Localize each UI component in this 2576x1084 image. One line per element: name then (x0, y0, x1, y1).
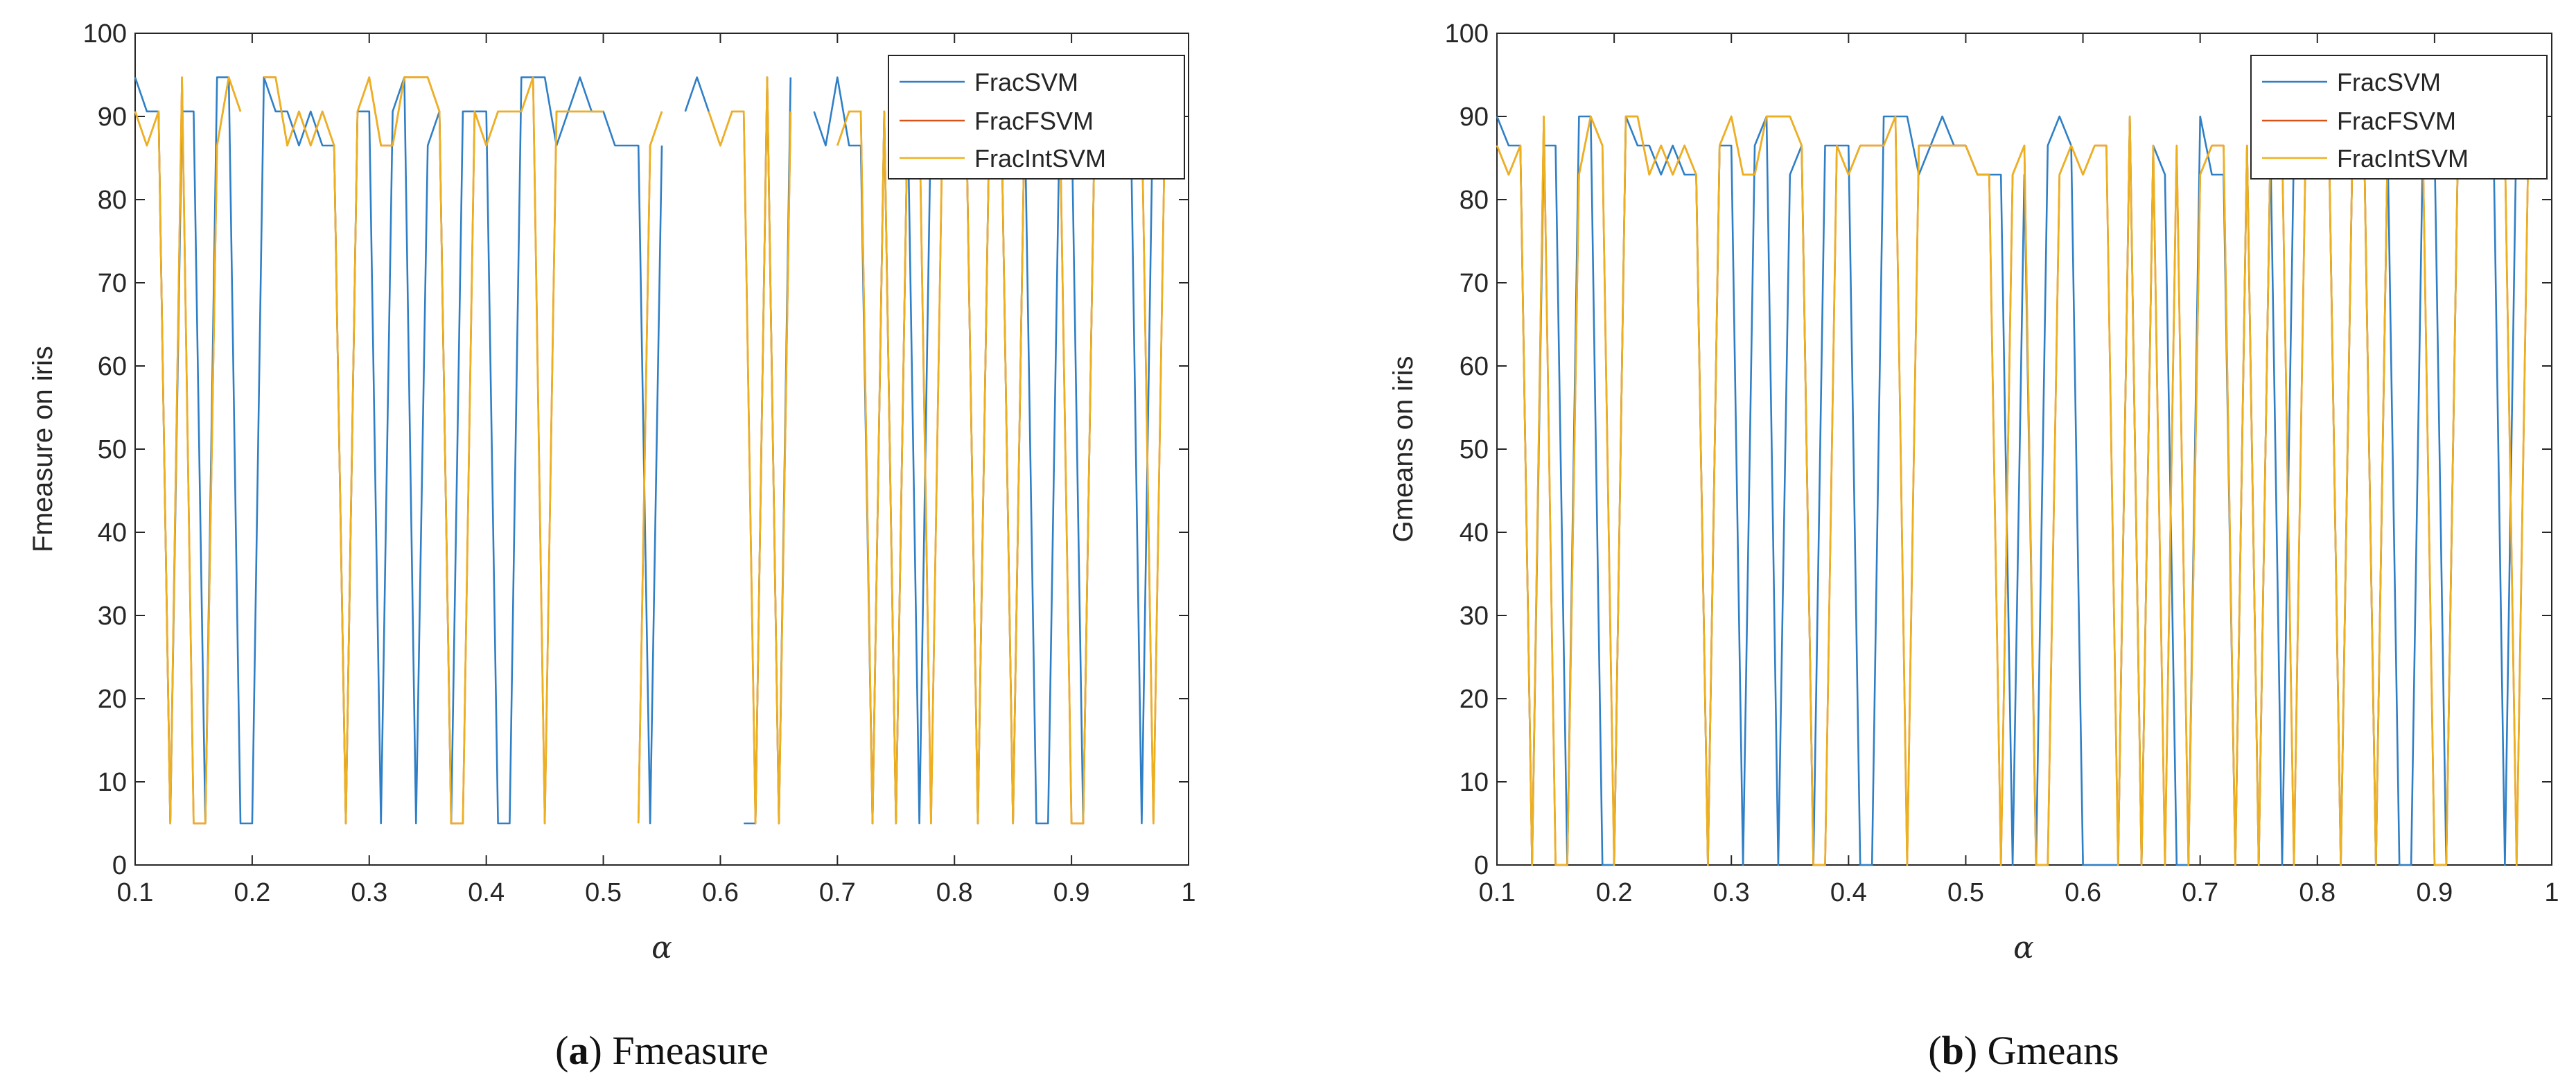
series-line-fracintsvm (1496, 115, 2541, 866)
x-tick-label: 0.2 (234, 878, 270, 907)
x-tick-label: 0.9 (2416, 878, 2453, 907)
legend-label-fracsvm: FracSVM (974, 68, 1078, 96)
y-axis: 0 10 20 30 40 50 60 70 80 90 100 (1445, 19, 2552, 880)
x-tick-label: 0.6 (2065, 878, 2101, 907)
caption-text: Gmeans (1988, 1028, 2119, 1073)
panel-a-caption: (a) Fmeasure (555, 1028, 769, 1073)
y-tick-label: 20 (1460, 685, 1489, 714)
y-tick-label: 50 (1460, 435, 1489, 464)
y-tick-label: 0 (112, 851, 127, 880)
x-tick-label: 0.2 (1596, 878, 1633, 907)
y-tick-label: 10 (1460, 768, 1489, 797)
y-tick-label: 30 (1460, 602, 1489, 631)
x-axis-label: α (651, 930, 672, 965)
y-tick-label: 10 (98, 768, 127, 797)
legend-label-fracintsvm: FracIntSVM (974, 144, 1106, 173)
x-tick-label: 0.9 (1053, 878, 1090, 907)
x-tick-label: 0.4 (468, 878, 505, 907)
x-tick-label: 0.8 (936, 878, 973, 907)
legend-label-fracfsvm: FracFSVM (974, 107, 1094, 135)
y-tick-label: 60 (1460, 352, 1489, 381)
x-axis: 0.1 0.2 0.3 0.4 0.5 0.6 0.7 0.8 0.9 1 (1479, 33, 2559, 907)
x-tick-label: 0.7 (2182, 878, 2218, 907)
x-tick-label: 0.5 (1947, 878, 1984, 907)
x-axis-label: α (2013, 930, 2034, 965)
y-tick-label: 80 (98, 186, 127, 215)
y-tick-label: 100 (1445, 19, 1489, 49)
series-lines (1496, 115, 2541, 866)
y-axis-label: Gmeans on iris (1388, 356, 1419, 543)
legend: FracSVM FracFSVM FracIntSVM (2250, 55, 2548, 180)
panel-b-caption: (b) Gmeans (1928, 1028, 2119, 1073)
y-tick-label: 30 (98, 602, 127, 631)
series-line-fracsvm (134, 76, 1177, 825)
y-tick-label: 0 (1474, 851, 1489, 880)
x-tick-label: 0.3 (351, 878, 387, 907)
legend: FracSVM FracFSVM FracIntSVM (888, 55, 1185, 180)
caption-label: a (569, 1028, 589, 1073)
caption-text: Fmeasure (612, 1028, 769, 1073)
x-axis: 0.1 0.2 0.3 0.4 0.5 0.6 0.7 0.8 0.9 1 (117, 33, 1196, 907)
legend-label-fracsvm: FracSVM (2337, 68, 2441, 96)
y-axis: 0 10 20 30 40 50 60 70 80 90 100 (83, 19, 1189, 880)
series-line-fracintsvm (134, 76, 1177, 825)
y-tick-label: 40 (1460, 518, 1489, 548)
x-tick-label: 0.8 (2299, 878, 2336, 907)
x-tick-label: 1 (1181, 878, 1195, 907)
y-tick-label: 40 (98, 518, 127, 548)
caption-label: b (1942, 1028, 1964, 1073)
x-tick-label: 0.1 (1479, 878, 1516, 907)
x-tick-label: 0.1 (117, 878, 154, 907)
x-tick-label: 0.6 (702, 878, 739, 907)
y-tick-label: 90 (98, 103, 127, 132)
legend-label-fracintsvm: FracIntSVM (2337, 144, 2469, 173)
y-tick-label: 50 (98, 435, 127, 464)
x-tick-label: 0.3 (1713, 878, 1750, 907)
series-lines (134, 76, 1177, 825)
y-tick-label: 60 (98, 352, 127, 381)
y-tick-label: 80 (1460, 186, 1489, 215)
y-axis-label: Fmeasure on iris (28, 346, 58, 552)
y-tick-label: 20 (98, 685, 127, 714)
x-tick-label: 0.7 (819, 878, 856, 907)
y-tick-label: 70 (1460, 269, 1489, 298)
legend-label-fracfsvm: FracFSVM (2337, 107, 2456, 135)
y-tick-label: 100 (83, 19, 127, 49)
x-tick-label: 0.5 (585, 878, 622, 907)
y-tick-label: 70 (98, 269, 127, 298)
y-tick-label: 90 (1460, 103, 1489, 132)
x-tick-label: 0.4 (1830, 878, 1867, 907)
x-tick-label: 1 (2544, 878, 2559, 907)
